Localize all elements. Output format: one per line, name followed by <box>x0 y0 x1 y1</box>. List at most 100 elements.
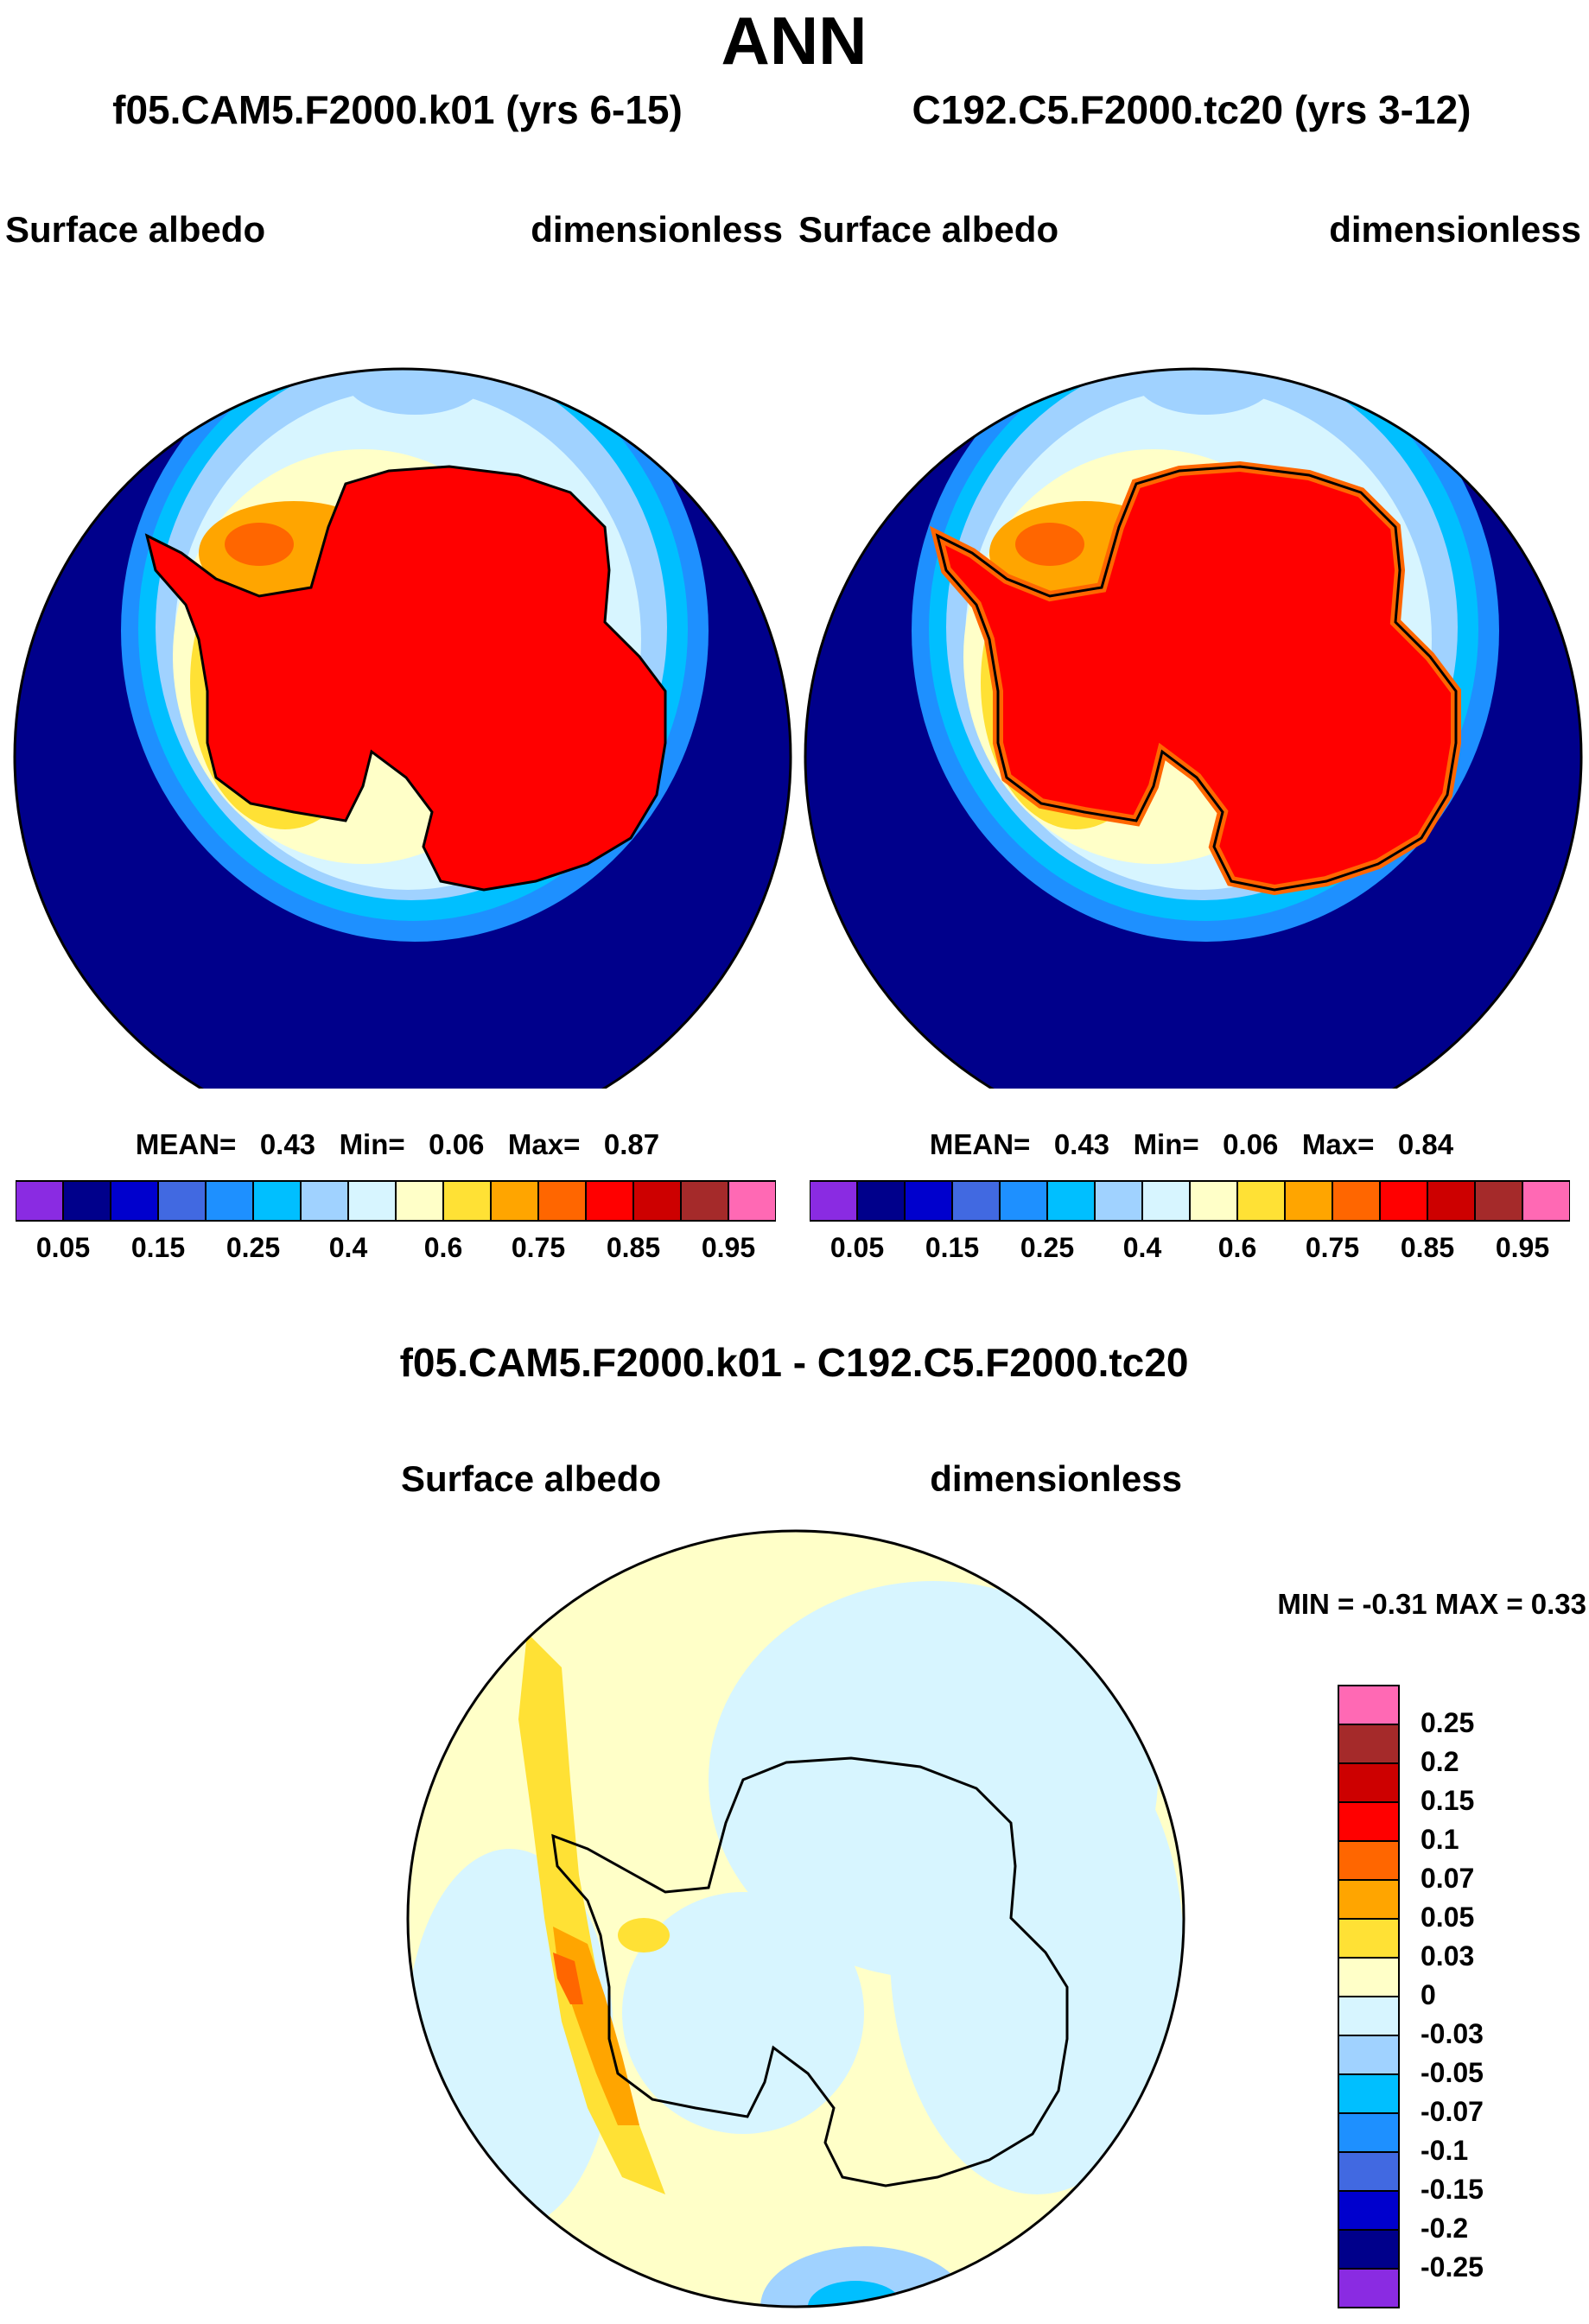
colorbar-tick-label: 0.4 <box>328 1232 368 1263</box>
colorbar-swatch <box>1046 1180 1096 1222</box>
diff-colorbar-tick-label: -0.25 <box>1421 2251 1484 2283</box>
colorbar-swatch <box>1284 1180 1333 1222</box>
diff-colorbar-swatch <box>1338 2268 1400 2308</box>
colorbar-swatch <box>16 1180 64 1222</box>
colorbar-tick-label: 0.85 <box>1400 1232 1455 1263</box>
diff-colorbar-swatch <box>1338 1762 1400 1803</box>
diff-colorbar-swatch <box>1338 1685 1400 1725</box>
panel-2-title: C192.C5.F2000.tc20 (yrs 3-12) <box>912 87 1471 132</box>
colorbar-tick-label: 0.25 <box>226 1232 281 1263</box>
colorbar-swatch <box>999 1180 1048 1222</box>
panel-1-right-label: dimensionless <box>531 209 783 250</box>
diff-map <box>406 1529 1185 2308</box>
panel-1-colorbar <box>16 1180 776 1222</box>
colorbar-swatch <box>110 1180 159 1222</box>
diff-colorbar-swatch <box>1338 1957 1400 1997</box>
colorbar-swatch <box>395 1180 444 1222</box>
diff-colorbar-tick-label: -0.1 <box>1421 2135 1469 2166</box>
colorbar-tick-label: 0.95 <box>701 1232 756 1263</box>
colorbar-swatch <box>1474 1180 1523 1222</box>
colorbar-swatch <box>680 1180 729 1222</box>
panel-2-colorbar <box>810 1180 1570 1222</box>
colorbar-tick-label: 0.75 <box>1305 1232 1360 1263</box>
panel-1-title: f05.CAM5.F2000.k01 (yrs 6-15) <box>112 87 683 132</box>
page-title: ANN <box>721 3 868 79</box>
colorbar-swatch <box>856 1180 906 1222</box>
diff-colorbar-tick-label: -0.05 <box>1421 2057 1484 2088</box>
panel-1-min-label: Min= <box>339 1128 405 1160</box>
panel-2-stats: MEAN= 0.43 Min= 0.06 Max= 0.84 <box>930 1128 1453 1161</box>
panel-1-left-label: Surface albedo <box>5 209 266 250</box>
colorbar-tick-label: 0.85 <box>606 1232 661 1263</box>
diff-colorbar-swatch <box>1338 2035 1400 2075</box>
diff-colorbar-swatch <box>1338 1840 1400 1881</box>
diff-colorbar-tick-label: -0.07 <box>1421 2096 1484 2127</box>
diff-colorbar-tick-label: 0.05 <box>1421 1902 1475 1933</box>
diff-colorbar-swatch <box>1338 1724 1400 1764</box>
colorbar-tick-label: 0.15 <box>130 1232 186 1263</box>
colorbar-swatch <box>1189 1180 1238 1222</box>
panel-1-max-value: 0.87 <box>603 1128 660 1160</box>
panel-1-mean-value: 0.43 <box>259 1128 316 1160</box>
colorbar-swatch <box>62 1180 111 1222</box>
diff-colorbar-tick-label: 0.03 <box>1421 1940 1475 1972</box>
diff-colorbar-tick-label: -0.03 <box>1421 2018 1484 2049</box>
panel-2-map <box>804 367 1583 1089</box>
colorbar-tick-label: 0.6 <box>1217 1232 1257 1263</box>
panel-1-min-value: 0.06 <box>429 1128 485 1160</box>
colorbar-tick-label: 0.15 <box>925 1232 980 1263</box>
panel-2-left-label: Surface albedo <box>798 209 1059 250</box>
panel-1-max-label: Max= <box>507 1128 581 1160</box>
diff-title: f05.CAM5.F2000.k01 - C192.C5.F2000.tc20 <box>399 1340 1189 1385</box>
colorbar-swatch <box>442 1180 492 1222</box>
diff-colorbar-tick-label: -0.15 <box>1421 2174 1484 2205</box>
panel-2-min-value: 0.06 <box>1223 1128 1279 1160</box>
diff-colorbar-tick-label: 0.15 <box>1421 1785 1475 1816</box>
diff-colorbar-swatch <box>1338 1879 1400 1920</box>
diff-colorbar-swatch <box>1338 2112 1400 2153</box>
diff-colorbar-swatch <box>1338 1996 1400 2036</box>
diff-colorbar-swatch <box>1338 2151 1400 2192</box>
panel-2-mean-label: MEAN= <box>929 1128 1031 1160</box>
diff-colorbar-swatch <box>1338 1801 1400 1842</box>
colorbar-swatch <box>490 1180 539 1222</box>
diff-colorbar-tick-label: 0.25 <box>1421 1707 1475 1738</box>
colorbar-tick-label: 0.75 <box>511 1232 566 1263</box>
colorbar-tick-label: 0.4 <box>1122 1232 1162 1263</box>
diff-colorbar-tick-label: 0 <box>1421 1979 1436 2010</box>
colorbar-swatch <box>1236 1180 1286 1222</box>
diff-colorbar-tick-label: 0.2 <box>1421 1746 1459 1777</box>
colorbar-swatch <box>252 1180 302 1222</box>
panel-1-stats: MEAN= 0.43 Min= 0.06 Max= 0.87 <box>136 1128 659 1161</box>
diff-colorbar-tick-label: 0.07 <box>1421 1863 1475 1894</box>
panel-1-mean-label: MEAN= <box>135 1128 237 1160</box>
diff-colorbar <box>1338 1685 1400 2308</box>
colorbar-tick-label: 0.95 <box>1495 1232 1550 1263</box>
colorbar-swatch <box>347 1180 397 1222</box>
colorbar-tick-label: 0.05 <box>829 1232 885 1263</box>
panel-2-right-label: dimensionless <box>1329 209 1581 250</box>
colorbar-swatch <box>205 1180 254 1222</box>
panel-2-min-label: Min= <box>1133 1128 1199 1160</box>
diff-colorbar-swatch <box>1338 2073 1400 2114</box>
colorbar-swatch <box>632 1180 682 1222</box>
colorbar-swatch <box>1427 1180 1476 1222</box>
colorbar-swatch <box>1379 1180 1428 1222</box>
colorbar-swatch <box>810 1180 858 1222</box>
diff-colorbar-swatch <box>1338 2229 1400 2270</box>
colorbar-swatch <box>1522 1180 1570 1222</box>
panel-2-mean-value: 0.43 <box>1053 1128 1110 1160</box>
colorbar-tick-label: 0.05 <box>35 1232 91 1263</box>
colorbar-swatch <box>951 1180 1001 1222</box>
diff-colorbar-tick-label: -0.2 <box>1421 2213 1469 2244</box>
colorbar-swatch <box>157 1180 207 1222</box>
diff-colorbar-swatch <box>1338 2190 1400 2231</box>
diff-colorbar-swatch <box>1338 1918 1400 1959</box>
panel-2-max-label: Max= <box>1301 1128 1375 1160</box>
colorbar-swatch <box>904 1180 953 1222</box>
colorbar-swatch <box>1094 1180 1143 1222</box>
colorbar-swatch <box>1141 1180 1191 1222</box>
colorbar-swatch <box>300 1180 349 1222</box>
colorbar-tick-label: 0.6 <box>423 1232 463 1263</box>
diff-right-label: dimensionless <box>930 1458 1182 1499</box>
